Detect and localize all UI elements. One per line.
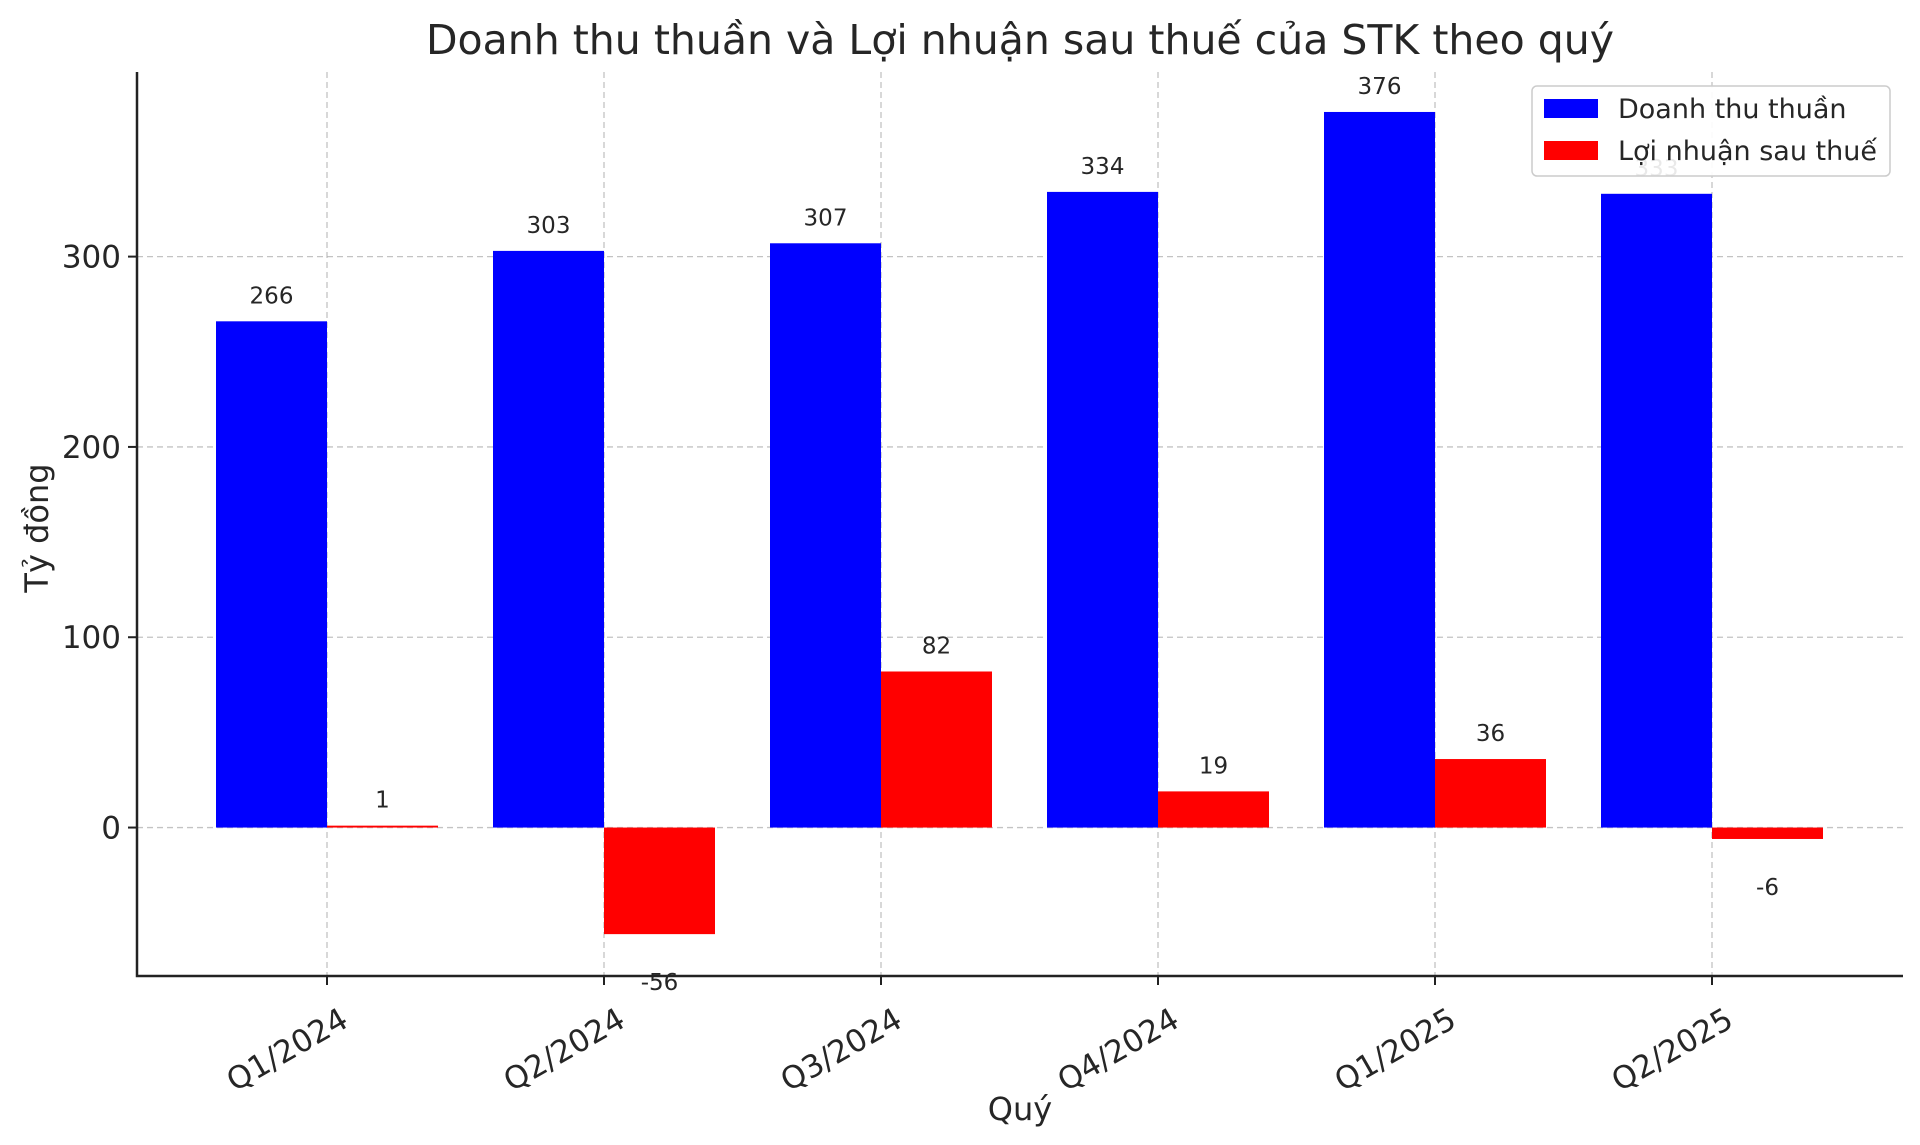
bar-label-profit-q2-2025: -6 <box>1756 875 1779 901</box>
axis-spines <box>135 72 1903 978</box>
chart-title: Doanh thu thuần và Lợi nhuận sau thuế củ… <box>426 16 1614 64</box>
y-tick-label: 0 <box>101 811 121 847</box>
bar-label-revenue-q1-2024: 266 <box>250 283 294 309</box>
bar-label-profit-q3-2024: 82 <box>922 633 951 659</box>
y-tick-label: 200 <box>62 430 121 466</box>
bar-label-revenue-q4-2024: 334 <box>1081 154 1125 180</box>
y-tick-label: 300 <box>62 240 121 276</box>
legend[interactable]: Doanh thu thuần Lợi nhuận sau thuế <box>1531 85 1891 177</box>
bars <box>216 111 1823 935</box>
x-tick-label-q1-2024: Q1/2024 <box>221 1001 355 1099</box>
bar-revenue-q1-2024[interactable] <box>216 321 327 828</box>
legend-label-revenue: Doanh thu thuần <box>1618 94 1847 125</box>
bar-profit-q1-2025[interactable] <box>1435 759 1546 828</box>
bar-label-revenue-q1-2025: 376 <box>1358 74 1402 100</box>
bar-revenue-q1-2025[interactable] <box>1324 111 1435 828</box>
bar-label-profit-q4-2024: 19 <box>1199 753 1228 779</box>
bar-profit-q1-2024[interactable] <box>327 825 438 828</box>
x-tick-label-q3-2024: Q3/2024 <box>775 1001 909 1099</box>
x-tick-label-q2-2024: Q2/2024 <box>498 1001 632 1099</box>
axes <box>135 72 1903 978</box>
bar-revenue-q2-2025[interactable] <box>1601 193 1712 828</box>
bar-profit-q4-2024[interactable] <box>1158 791 1269 828</box>
bar-label-profit-q2-2024: -56 <box>641 970 679 996</box>
bar-label-revenue-q2-2024: 303 <box>527 213 571 239</box>
bar-revenue-q4-2024[interactable] <box>1047 191 1158 828</box>
legend-swatch-profit <box>1544 141 1598 160</box>
bar-label-profit-q1-2025: 36 <box>1476 721 1505 747</box>
bar-profit-q2-2024[interactable] <box>604 827 715 935</box>
x-axis-ticks: Q1/2024 Q2/2024 Q3/2024 Q4/2024 Q1/2025 Q2/20… <box>221 976 1740 1099</box>
legend-swatch-revenue <box>1544 99 1598 118</box>
x-tick-label-q4-2024: Q4/2024 <box>1052 1001 1186 1099</box>
bar-revenue-q3-2024[interactable] <box>770 243 881 828</box>
y-axis-ticks: 0 100 200 300 <box>62 240 137 847</box>
x-axis-label: Quý <box>988 1090 1052 1128</box>
x-tick-label-q1-2025: Q1/2025 <box>1329 1001 1463 1099</box>
legend-box <box>1531 85 1891 177</box>
y-tick-label: 100 <box>62 620 121 656</box>
y-axis-label: Tỷ đồng <box>18 463 56 593</box>
bar-label-revenue-q3-2024: 307 <box>804 205 848 231</box>
bar-profit-q2-2025[interactable] <box>1712 827 1823 839</box>
legend-label-profit: Lợi nhuận sau thuế <box>1618 136 1877 167</box>
x-tick-label-q2-2025: Q2/2025 <box>1606 1001 1740 1099</box>
bar-revenue-q2-2024[interactable] <box>493 250 604 828</box>
bar-label-profit-q1-2024: 1 <box>375 788 390 814</box>
bar-profit-q3-2024[interactable] <box>881 671 992 828</box>
